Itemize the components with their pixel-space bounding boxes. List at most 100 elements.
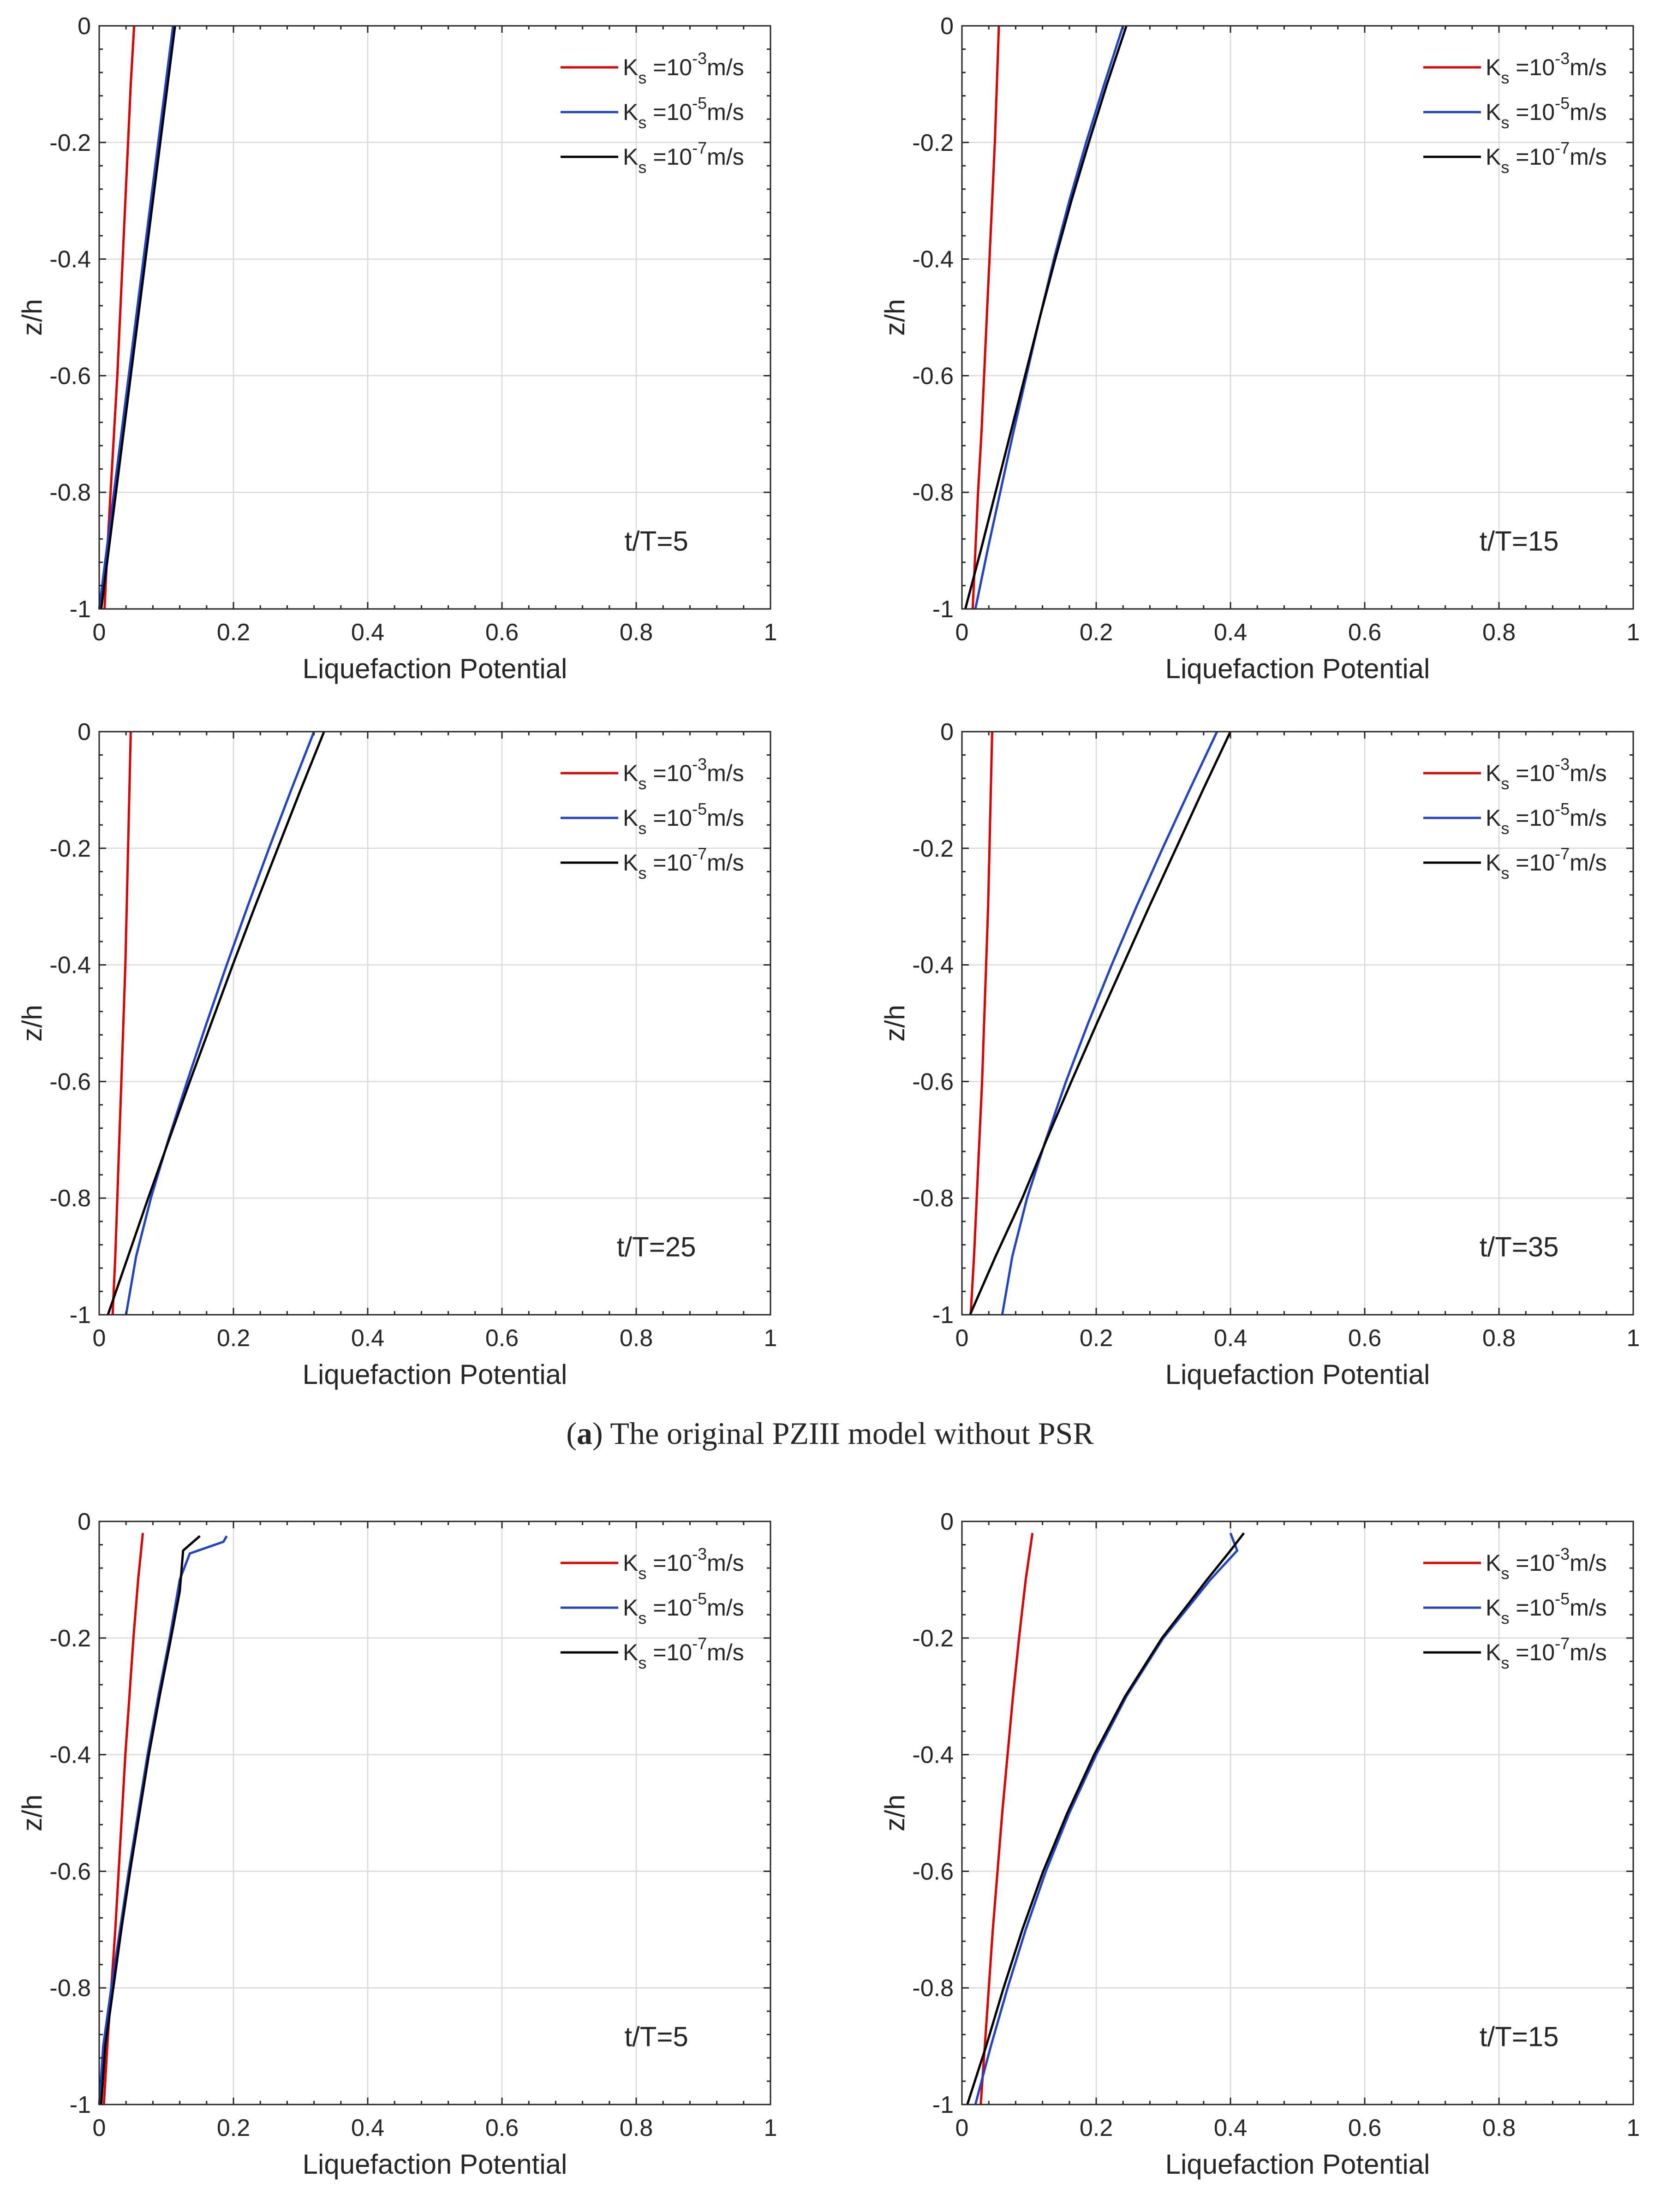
legend-unit: m/s bbox=[1570, 850, 1607, 876]
y-tick-label: 0 bbox=[78, 719, 91, 745]
legend-sub: s bbox=[1501, 819, 1509, 838]
legend-k: K bbox=[623, 54, 638, 80]
legend-exponent: -5 bbox=[692, 94, 707, 113]
legend-k: K bbox=[1486, 760, 1501, 786]
series-line-3 bbox=[100, 25, 176, 609]
y-tick-label: -0.6 bbox=[49, 363, 91, 389]
legend-sub: s bbox=[638, 1653, 646, 1672]
legend-eq: =10 bbox=[1509, 850, 1555, 876]
legend-eq: =10 bbox=[1509, 54, 1555, 80]
legend-label-2: Ks =10-5m/s bbox=[623, 1589, 744, 1628]
series-line-2 bbox=[974, 1532, 1239, 2105]
subplot-3: 0 0.2 0.4 0.6 0.8 1 0 -0.2 -0.4 -0.6 -0.8 -1 Liquefa… bbox=[17, 719, 777, 1390]
subplot-6: 0 0.2 0.4 0.6 0.8 1 0 -0.2 -0.4 -0.6 -0.8 -1 Liquefa… bbox=[879, 1508, 1640, 2180]
y-tick-label: -0.8 bbox=[912, 1185, 954, 1212]
caption-a-text: The original PZIII model without PSR bbox=[603, 1416, 1094, 1451]
series-line-1 bbox=[111, 731, 132, 1315]
grid-lines bbox=[962, 1521, 1633, 2105]
subplots-group: 0 0.2 0.4 0.6 0.8 1 0 -0.2 -0.4 -0.6 -0.8 -1 Liquefa… bbox=[17, 13, 1640, 2180]
x-tick-label: 0.4 bbox=[1214, 619, 1247, 646]
series-line-1 bbox=[969, 731, 993, 1315]
time-annotation: t/T=15 bbox=[1480, 526, 1559, 557]
legend-k: K bbox=[623, 99, 638, 125]
x-tick-label: 1 bbox=[1627, 2115, 1640, 2141]
x-tick-label: 0 bbox=[955, 1325, 969, 1352]
x-tick-label: 0.8 bbox=[1482, 619, 1516, 646]
y-tick-label: -0.8 bbox=[912, 1975, 954, 2002]
x-tick-label: 1 bbox=[764, 619, 777, 646]
legend-unit: m/s bbox=[707, 1595, 744, 1621]
legend-unit: m/s bbox=[707, 144, 744, 170]
y-tick-label: -0.6 bbox=[912, 1068, 954, 1095]
caption-a-open-paren: ( bbox=[566, 1416, 577, 1451]
y-tick-label: 0 bbox=[940, 719, 954, 745]
legend-k: K bbox=[1486, 1550, 1501, 1576]
time-annotation: t/T=35 bbox=[1480, 1232, 1559, 1263]
y-tick-label: -0.8 bbox=[912, 479, 954, 506]
legend-unit: m/s bbox=[1570, 805, 1607, 831]
legend-exponent: -7 bbox=[692, 844, 707, 863]
y-tick-label: -0.2 bbox=[912, 130, 954, 156]
legend-exponent: -3 bbox=[692, 1544, 707, 1563]
legend-label-3: Ks =10-7m/s bbox=[1486, 1634, 1607, 1672]
y-tick-label: -0.4 bbox=[912, 952, 954, 979]
legend-eq: =10 bbox=[1509, 144, 1555, 170]
x-axis-label: Liquefaction Potential bbox=[303, 1359, 567, 1390]
legend-sub: s bbox=[1501, 864, 1509, 882]
legend-label-2: Ks =10-5m/s bbox=[1486, 1589, 1607, 1628]
legend-sub: s bbox=[1501, 113, 1509, 132]
legend-unit: m/s bbox=[1570, 1550, 1607, 1576]
x-tick-label: 0.8 bbox=[620, 619, 653, 646]
legend-unit: m/s bbox=[1570, 144, 1607, 170]
legend-label-3: Ks =10-7m/s bbox=[1486, 138, 1607, 177]
legend-eq: =10 bbox=[1509, 805, 1555, 831]
legend-unit: m/s bbox=[707, 99, 744, 125]
y-tick-label: -0.6 bbox=[912, 363, 954, 389]
y-tick-label: -1 bbox=[70, 596, 91, 623]
y-axis-label: z/h bbox=[17, 1795, 48, 1831]
caption-a-close-paren: ) bbox=[592, 1416, 603, 1451]
y-tick-label: -0.4 bbox=[49, 1742, 91, 1769]
x-axis-label: Liquefaction Potential bbox=[303, 2149, 567, 2180]
legend: Ks =10-3m/sKs =10-5m/sKs =10-7m/s bbox=[1423, 1544, 1607, 1672]
y-tick-label: -0.2 bbox=[912, 1625, 954, 1652]
legend-eq: =10 bbox=[646, 850, 692, 876]
legend-k: K bbox=[623, 1595, 638, 1621]
legend-eq: =10 bbox=[646, 1550, 692, 1576]
x-tick-label: 0.6 bbox=[1348, 2115, 1381, 2141]
subplot-4: 0 0.2 0.4 0.6 0.8 1 0 -0.2 -0.4 -0.6 -0.8 -1 Liquefa… bbox=[879, 719, 1640, 1390]
y-tick-label: -0.4 bbox=[49, 952, 91, 979]
legend-label-2: Ks =10-5m/s bbox=[1486, 94, 1607, 132]
y-tick-label: -1 bbox=[932, 2092, 954, 2118]
x-tick-label: 0.2 bbox=[217, 2115, 250, 2141]
y-tick-label: -1 bbox=[932, 1302, 954, 1329]
x-tick-label: 0.8 bbox=[1482, 1325, 1516, 1352]
x-tick-label: 1 bbox=[764, 1325, 777, 1352]
legend-sub: s bbox=[1501, 774, 1509, 793]
x-tick-label: 0.2 bbox=[1080, 619, 1113, 646]
legend-label-1: Ks =10-3m/s bbox=[623, 49, 744, 87]
legend-exponent: -3 bbox=[1555, 49, 1570, 68]
x-tick-label: 1 bbox=[1627, 1325, 1640, 1352]
x-axis-label: Liquefaction Potential bbox=[303, 653, 567, 684]
y-tick-label: -0.8 bbox=[49, 1185, 91, 1212]
axes-box bbox=[961, 1520, 1634, 2105]
legend-k: K bbox=[623, 1550, 638, 1576]
legend-unit: m/s bbox=[707, 1550, 744, 1576]
legend-eq: =10 bbox=[646, 760, 692, 786]
legend-eq: =10 bbox=[1509, 1640, 1555, 1665]
x-tick-label: 0.4 bbox=[1214, 1325, 1247, 1352]
legend-sub: s bbox=[638, 68, 646, 87]
legend-eq: =10 bbox=[1509, 99, 1555, 125]
legend-sub: s bbox=[1501, 158, 1509, 177]
legend-k: K bbox=[1486, 850, 1501, 876]
series-line-1 bbox=[971, 25, 1000, 609]
axis-ticks bbox=[98, 25, 771, 610]
legend-sub: s bbox=[1501, 1564, 1509, 1583]
legend-sub: s bbox=[1501, 68, 1509, 87]
legend-k: K bbox=[623, 144, 638, 170]
axes-box bbox=[961, 731, 1634, 1316]
legend-label-3: Ks =10-7m/s bbox=[1486, 844, 1607, 882]
legend-k: K bbox=[1486, 1595, 1501, 1621]
legend-eq: =10 bbox=[646, 1595, 692, 1621]
